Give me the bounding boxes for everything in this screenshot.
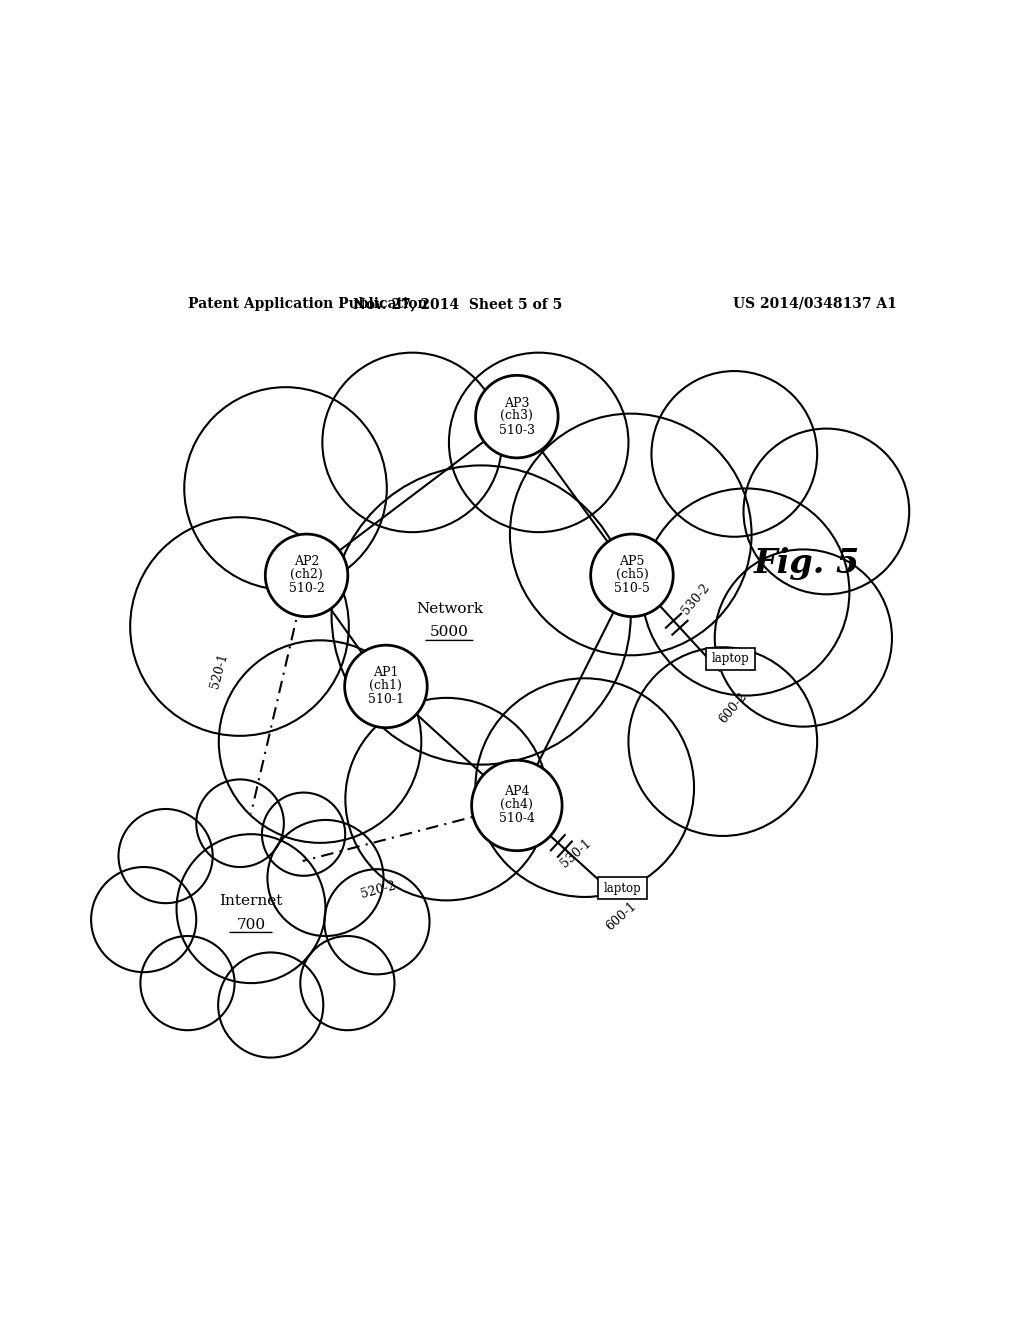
Text: 520-1: 520-1 — [208, 652, 230, 689]
Circle shape — [629, 647, 817, 836]
Circle shape — [176, 834, 326, 983]
Text: (ch3): (ch3) — [501, 409, 534, 422]
Text: Network: Network — [416, 602, 483, 615]
Text: (ch1): (ch1) — [370, 680, 402, 692]
Text: Nov. 27, 2014  Sheet 5 of 5: Nov. 27, 2014 Sheet 5 of 5 — [352, 297, 562, 312]
Circle shape — [332, 466, 631, 764]
Circle shape — [119, 809, 213, 903]
Circle shape — [715, 549, 892, 726]
Text: Fig. 5: Fig. 5 — [754, 546, 860, 579]
Text: 510-1: 510-1 — [368, 693, 403, 706]
Text: US 2014/0348137 A1: US 2014/0348137 A1 — [732, 297, 896, 312]
Text: AP1: AP1 — [373, 667, 398, 680]
Text: laptop: laptop — [603, 882, 641, 895]
Circle shape — [197, 779, 284, 867]
Text: AP2: AP2 — [294, 556, 319, 569]
Text: laptop: laptop — [712, 652, 750, 665]
Text: 530-1: 530-1 — [559, 837, 594, 870]
Circle shape — [449, 352, 629, 532]
Circle shape — [475, 678, 694, 898]
Text: 510-3: 510-3 — [499, 424, 535, 437]
Text: Patent Application Publication: Patent Application Publication — [187, 297, 427, 312]
Circle shape — [184, 387, 387, 590]
Circle shape — [345, 645, 427, 727]
Text: AP4: AP4 — [504, 785, 529, 799]
Text: 600-2: 600-2 — [716, 690, 750, 726]
Circle shape — [91, 867, 197, 972]
Circle shape — [219, 640, 421, 843]
Text: 700: 700 — [237, 917, 265, 932]
Text: (ch5): (ch5) — [615, 568, 648, 581]
Circle shape — [743, 429, 909, 594]
Text: AP5: AP5 — [620, 556, 645, 569]
Text: 510-5: 510-5 — [614, 582, 650, 595]
Circle shape — [262, 792, 345, 875]
Circle shape — [642, 488, 849, 696]
Text: 520-2: 520-2 — [359, 879, 397, 902]
Circle shape — [651, 371, 817, 537]
Circle shape — [345, 698, 548, 900]
FancyBboxPatch shape — [706, 648, 755, 669]
Text: 530-2: 530-2 — [679, 581, 712, 616]
Text: 600-1: 600-1 — [604, 900, 639, 933]
FancyBboxPatch shape — [598, 876, 647, 899]
Text: 510-4: 510-4 — [499, 813, 535, 825]
Text: AP3: AP3 — [504, 396, 529, 409]
Text: 5000: 5000 — [430, 626, 469, 639]
Circle shape — [325, 870, 429, 974]
Circle shape — [265, 535, 348, 616]
Text: Internet: Internet — [219, 894, 283, 908]
Circle shape — [472, 760, 562, 850]
Circle shape — [218, 953, 324, 1057]
Circle shape — [140, 936, 234, 1030]
Circle shape — [267, 820, 384, 936]
Circle shape — [300, 936, 394, 1030]
Circle shape — [323, 352, 502, 532]
Circle shape — [591, 535, 673, 616]
Circle shape — [475, 375, 558, 458]
Circle shape — [510, 413, 752, 655]
Text: 510-2: 510-2 — [289, 582, 325, 595]
Text: (ch4): (ch4) — [501, 799, 534, 812]
Text: (ch2): (ch2) — [290, 568, 323, 581]
Circle shape — [130, 517, 349, 735]
